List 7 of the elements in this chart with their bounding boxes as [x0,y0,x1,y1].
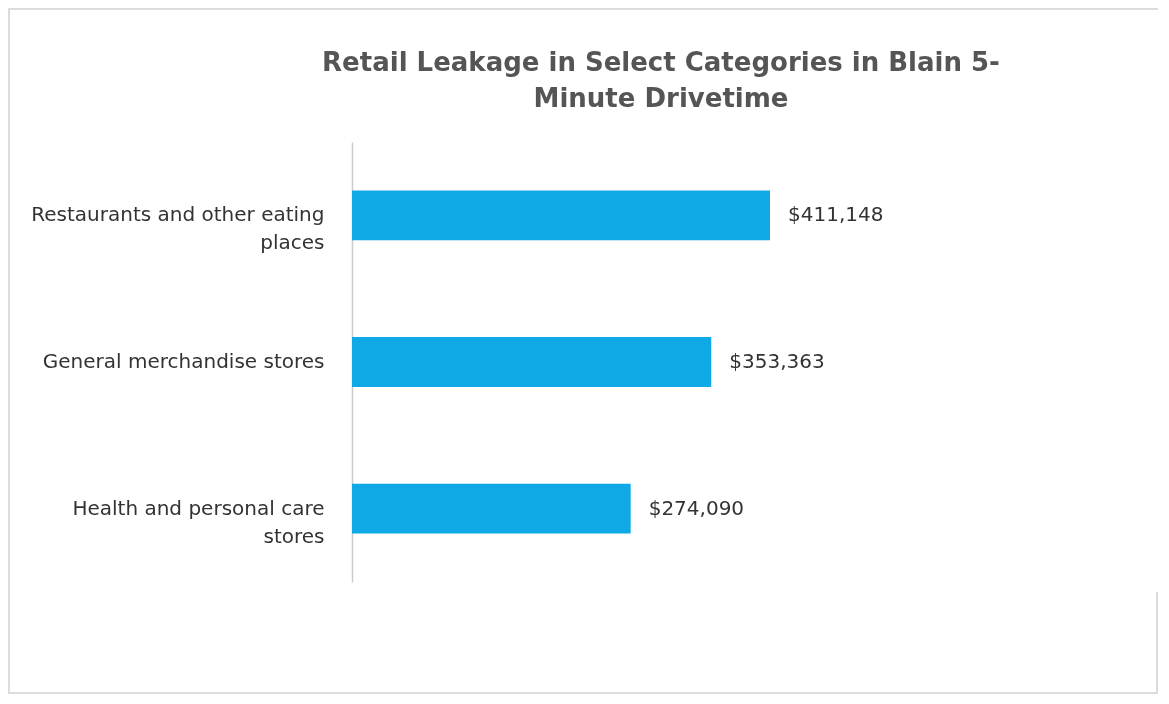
y-tick-label: General merchandise stores [42,349,325,373]
data-label: $411,148 [788,202,884,227]
chart-title: Retail Leakage in Select Categories in Blain 5-Minute Drivetime [322,47,1000,113]
y-tick-label: Health and personal care stores [72,495,325,548]
data-label: $353,363 [729,349,825,373]
data-label: $274,090 [648,495,745,520]
y-tick-label: Restaurants and other eating places [31,202,325,255]
